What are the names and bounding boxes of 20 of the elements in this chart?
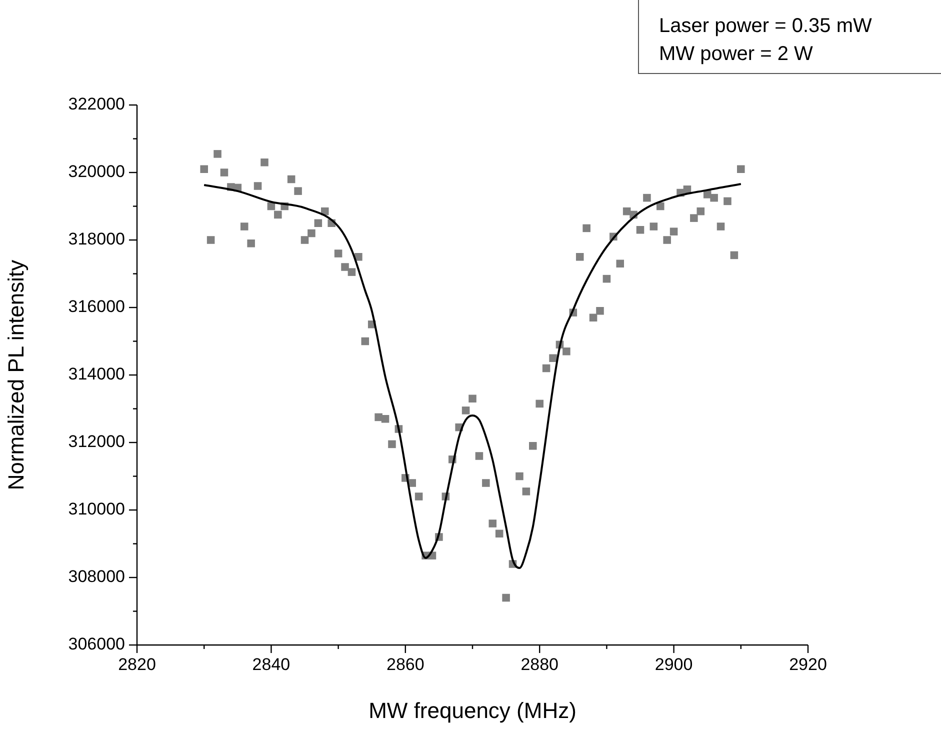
text: Laser power = 0.35 mW (659, 14, 873, 39)
x-tick-label: 2820 (118, 654, 156, 674)
y-tick-label: 316000 (68, 297, 125, 316)
y-axis-title: Normalized PL intensity (3, 260, 28, 490)
x-tick-label: 2900 (654, 654, 693, 674)
line-series (203, 182, 742, 570)
x-tick-label: 2840 (252, 654, 290, 674)
x-tick-label: 2920 (789, 654, 827, 674)
y-tick-label: 310000 (68, 500, 125, 519)
x-tick-label: 2880 (520, 654, 559, 674)
y-tick-label: 312000 (68, 432, 125, 452)
y-tick-label: 322000 (68, 94, 125, 114)
y-tick-label: 318000 (68, 230, 125, 249)
y-tick-label: 308000 (68, 567, 125, 586)
text: MW power = 2 W (659, 42, 814, 67)
x-axis-title: MW frequency (MHz) (368, 698, 576, 723)
y-tick-label: 320000 (68, 162, 125, 182)
y-tick-label: 314000 (68, 364, 125, 384)
y-tick-label: 306000 (68, 634, 125, 654)
x-tick-label: 2860 (386, 654, 424, 674)
